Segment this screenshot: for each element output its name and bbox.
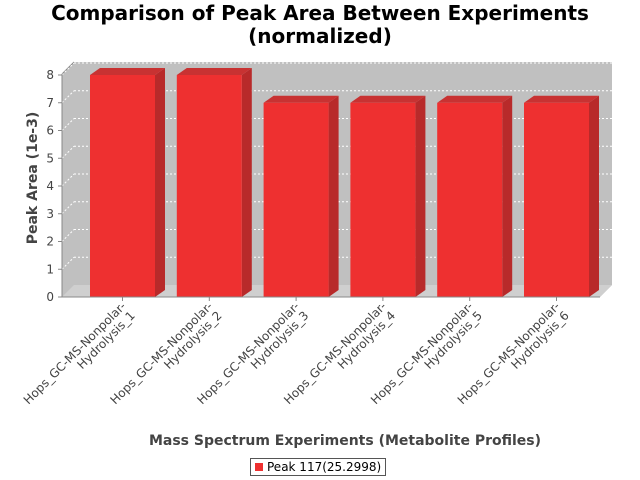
legend-swatch bbox=[255, 463, 263, 471]
bar-front bbox=[350, 102, 416, 297]
bar-side bbox=[502, 95, 513, 297]
y-axis: 0 1 2 3 4 5 6 7 8 bbox=[46, 68, 63, 304]
gridline-side bbox=[61, 173, 75, 187]
chart-title-line-1: Comparison of Peak Area Between Experime… bbox=[51, 1, 589, 25]
y-tick-label: 2 bbox=[46, 235, 54, 249]
chart-title-line-2: (normalized) bbox=[248, 24, 392, 48]
bar-front bbox=[437, 102, 503, 297]
bar-top bbox=[524, 95, 599, 103]
y-axis-title: Peak Area (1e-3) bbox=[25, 112, 41, 245]
gridline-side bbox=[61, 90, 75, 104]
bar bbox=[176, 68, 252, 297]
gridline-side bbox=[61, 118, 75, 131]
gridline-side bbox=[61, 256, 75, 270]
bar bbox=[263, 95, 339, 297]
bar bbox=[437, 95, 513, 297]
bar-top bbox=[263, 95, 339, 103]
legend: Peak 117(25.2998) bbox=[250, 458, 387, 476]
bar-top bbox=[350, 95, 426, 103]
legend-label: Peak 117(25.2998) bbox=[267, 460, 382, 474]
plot-edge bbox=[61, 61, 75, 75]
gridline-side bbox=[61, 229, 75, 242]
y-tick-label: 6 bbox=[46, 124, 54, 138]
bar-front bbox=[90, 75, 155, 297]
y-tick-label: 7 bbox=[46, 96, 54, 110]
bar-top bbox=[176, 68, 252, 75]
y-tick-label: 5 bbox=[46, 151, 54, 165]
y-tick-label: 8 bbox=[46, 68, 54, 82]
gridline-side bbox=[61, 145, 75, 159]
bar-front bbox=[263, 102, 329, 297]
bar-front bbox=[176, 75, 242, 297]
bar-side bbox=[155, 68, 165, 297]
bar-side bbox=[589, 95, 599, 297]
bar-front bbox=[524, 102, 589, 297]
gridline-side bbox=[61, 62, 75, 76]
y-tick-label: 1 bbox=[46, 262, 54, 276]
chart-title: Comparison of Peak Area Between Experime… bbox=[0, 2, 640, 48]
bar-side bbox=[241, 68, 252, 297]
y-tick-label: 4 bbox=[46, 179, 54, 193]
bar bbox=[350, 95, 426, 297]
x-axis-title: Mass Spectrum Experiments (Metabolite Pr… bbox=[149, 433, 541, 449]
x-axis: Hops_GC-MS-Nonpolar-Hydrolysis_1Hops_GC-… bbox=[21, 296, 600, 407]
bar-side bbox=[328, 95, 339, 297]
gridline-side bbox=[61, 201, 75, 215]
y-tick-label: 3 bbox=[46, 207, 54, 221]
bar-side bbox=[415, 95, 426, 297]
bar bbox=[524, 95, 599, 297]
bar bbox=[90, 68, 165, 297]
bar-top bbox=[437, 95, 513, 103]
bar-top bbox=[90, 68, 165, 75]
bars bbox=[90, 68, 599, 297]
y-tick-label: 0 bbox=[46, 290, 54, 304]
